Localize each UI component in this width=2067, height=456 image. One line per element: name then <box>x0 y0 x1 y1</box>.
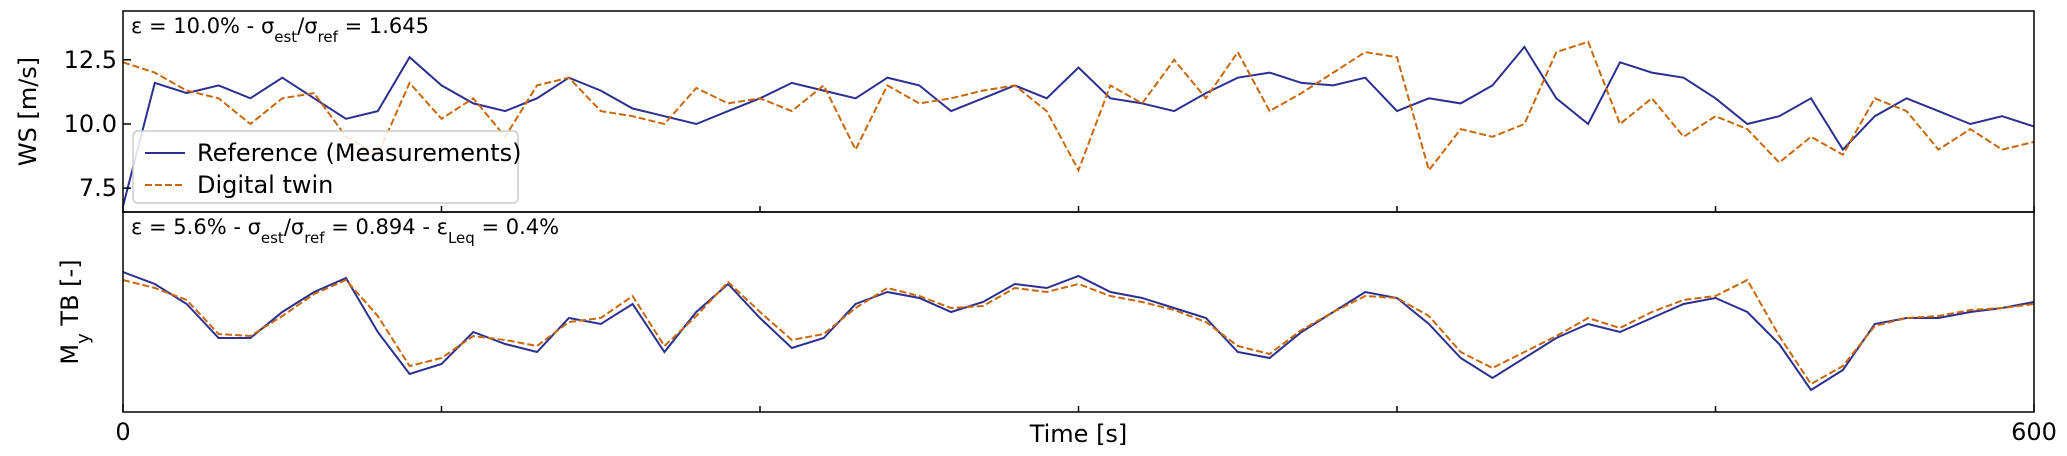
legend-label: Digital twin <box>197 171 333 199</box>
y-axis-label: WS [m/s] <box>14 57 42 166</box>
series-line <box>122 45 2035 207</box>
series-line <box>122 40 2035 173</box>
annotation: ε = 10.0% - σest/σref = 1.645 <box>131 14 429 46</box>
x-tick-label: 600 <box>2011 418 2057 446</box>
text-part: y <box>73 333 94 344</box>
text-part: est <box>274 28 297 46</box>
x-axis-label: Time [s] <box>1029 420 1128 448</box>
text-part: TB [-] <box>56 259 84 333</box>
series-line <box>122 271 2035 392</box>
x-tick-label: 0 <box>115 418 130 446</box>
text-part: = 0.4% <box>475 215 559 239</box>
y-axis-label: My TB [-] <box>56 259 94 364</box>
y-tick-label: 12.5 <box>64 46 117 74</box>
text-part: ε = 5.6% - σ <box>131 215 261 239</box>
text-part: ε = 10.0% - σ <box>131 14 274 38</box>
text-part: ref <box>318 28 339 46</box>
text-part: Leq <box>448 229 475 247</box>
text-part: M <box>56 344 84 365</box>
text-part: /σ <box>284 215 304 239</box>
text-part: est <box>261 229 284 247</box>
legend-label: Reference (Measurements) <box>197 139 521 167</box>
text-part: WS [m/s] <box>14 57 42 166</box>
series-line <box>122 278 2035 386</box>
text-part: = 1.645 <box>338 14 429 38</box>
text-part: = 0.894 - ε <box>325 215 448 239</box>
text-part: /σ <box>297 14 317 38</box>
text-part: ref <box>304 229 325 247</box>
y-tick-label: 10.0 <box>64 110 117 138</box>
legend-box <box>132 130 519 204</box>
y-tick-label: 7.5 <box>79 174 117 202</box>
annotation: ε = 5.6% - σest/σref = 0.894 - εLeq = 0.… <box>131 215 559 247</box>
